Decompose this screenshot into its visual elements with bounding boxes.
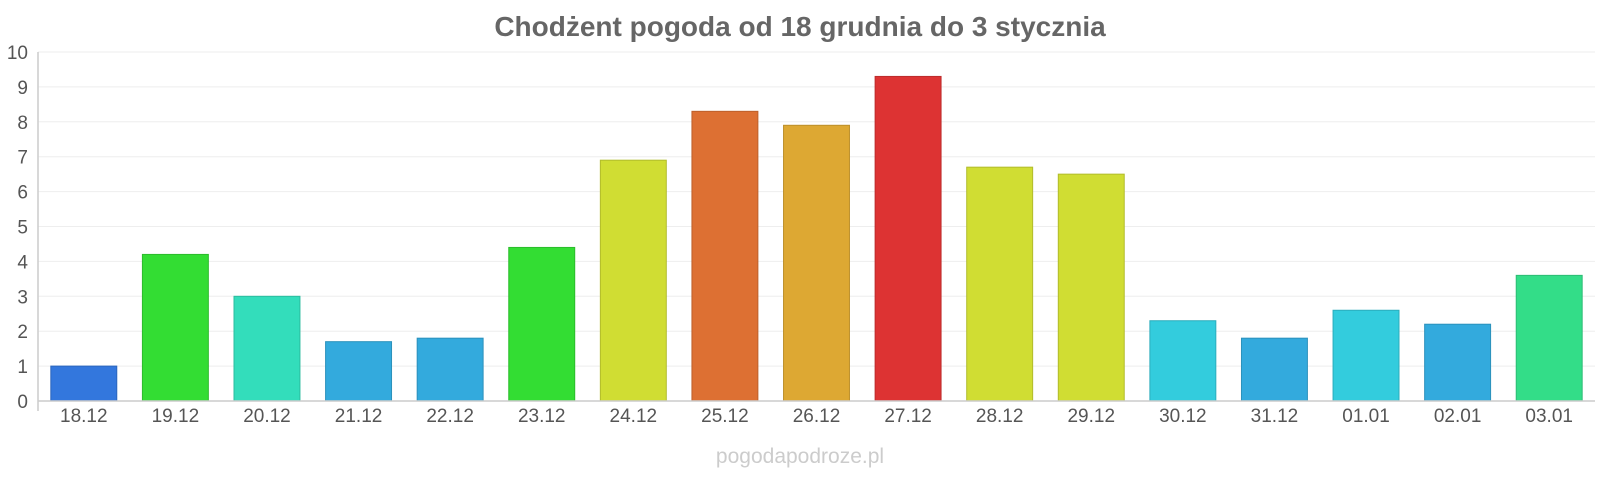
bars <box>50 75 1583 402</box>
x-tick-label: 01.01 <box>1342 406 1390 427</box>
bar-23.12 <box>508 246 576 402</box>
bar-22.12 <box>416 337 484 402</box>
y-tick-label: 9 <box>17 78 28 99</box>
bar-31.12 <box>1240 337 1308 402</box>
x-tick-label: 02.01 <box>1434 406 1482 427</box>
x-tick-label: 18.12 <box>60 406 108 427</box>
x-tick-label: 25.12 <box>701 406 749 427</box>
bar-28.12 <box>966 166 1034 402</box>
y-tick-label: 3 <box>17 287 28 308</box>
bar-30.12 <box>1149 320 1217 402</box>
y-tick-label: 7 <box>17 148 28 169</box>
x-tick-label: 28.12 <box>976 406 1024 427</box>
bar-18.12 <box>50 365 118 402</box>
bar-24.12 <box>599 159 667 402</box>
bar-19.12 <box>141 253 209 402</box>
x-tick-label: 21.12 <box>335 406 383 427</box>
bar-02.01 <box>1424 323 1492 402</box>
x-tick-label: 30.12 <box>1159 406 1207 427</box>
y-tick-label: 0 <box>17 392 28 413</box>
y-axis-ticks: 0 1 2 3 4 5 6 7 8 9 10 <box>7 43 29 413</box>
x-tick-label: 19.12 <box>152 406 200 427</box>
x-tick-label: 03.01 <box>1525 406 1573 427</box>
bar-27.12 <box>874 75 942 402</box>
watermark-text: pogodapodroze.pl <box>716 445 884 468</box>
x-tick-label: 23.12 <box>518 406 566 427</box>
y-tick-label: 5 <box>17 218 28 239</box>
x-tick-label: 22.12 <box>426 406 474 427</box>
bar-20.12 <box>233 295 301 402</box>
y-tick-label: 2 <box>17 322 28 343</box>
bar-25.12 <box>691 110 759 402</box>
x-tick-label: 31.12 <box>1251 406 1299 427</box>
bar-26.12 <box>783 124 850 402</box>
x-tick-label: 26.12 <box>793 406 841 427</box>
x-tick-label: 27.12 <box>884 406 932 427</box>
bar-01.01 <box>1332 309 1400 402</box>
x-tick-label: 20.12 <box>243 406 291 427</box>
chart-title: Chodżent pogoda od 18 grudnia do 3 stycz… <box>494 11 1106 42</box>
bar-29.12 <box>1057 173 1125 402</box>
bar-21.12 <box>325 341 393 402</box>
x-axis-ticks: 18.12 19.12 20.12 21.12 22.12 23.12 24.12 25.12… <box>60 406 1573 427</box>
y-tick-label: 8 <box>17 113 28 134</box>
x-tick-label: 24.12 <box>610 406 658 427</box>
y-tick-label: 4 <box>17 252 28 273</box>
x-tick-label: 29.12 <box>1067 406 1115 427</box>
y-tick-label: 10 <box>7 43 28 64</box>
y-tick-label: 6 <box>17 183 28 204</box>
bar-03.01 <box>1515 274 1583 402</box>
y-tick-label: 1 <box>17 357 28 378</box>
